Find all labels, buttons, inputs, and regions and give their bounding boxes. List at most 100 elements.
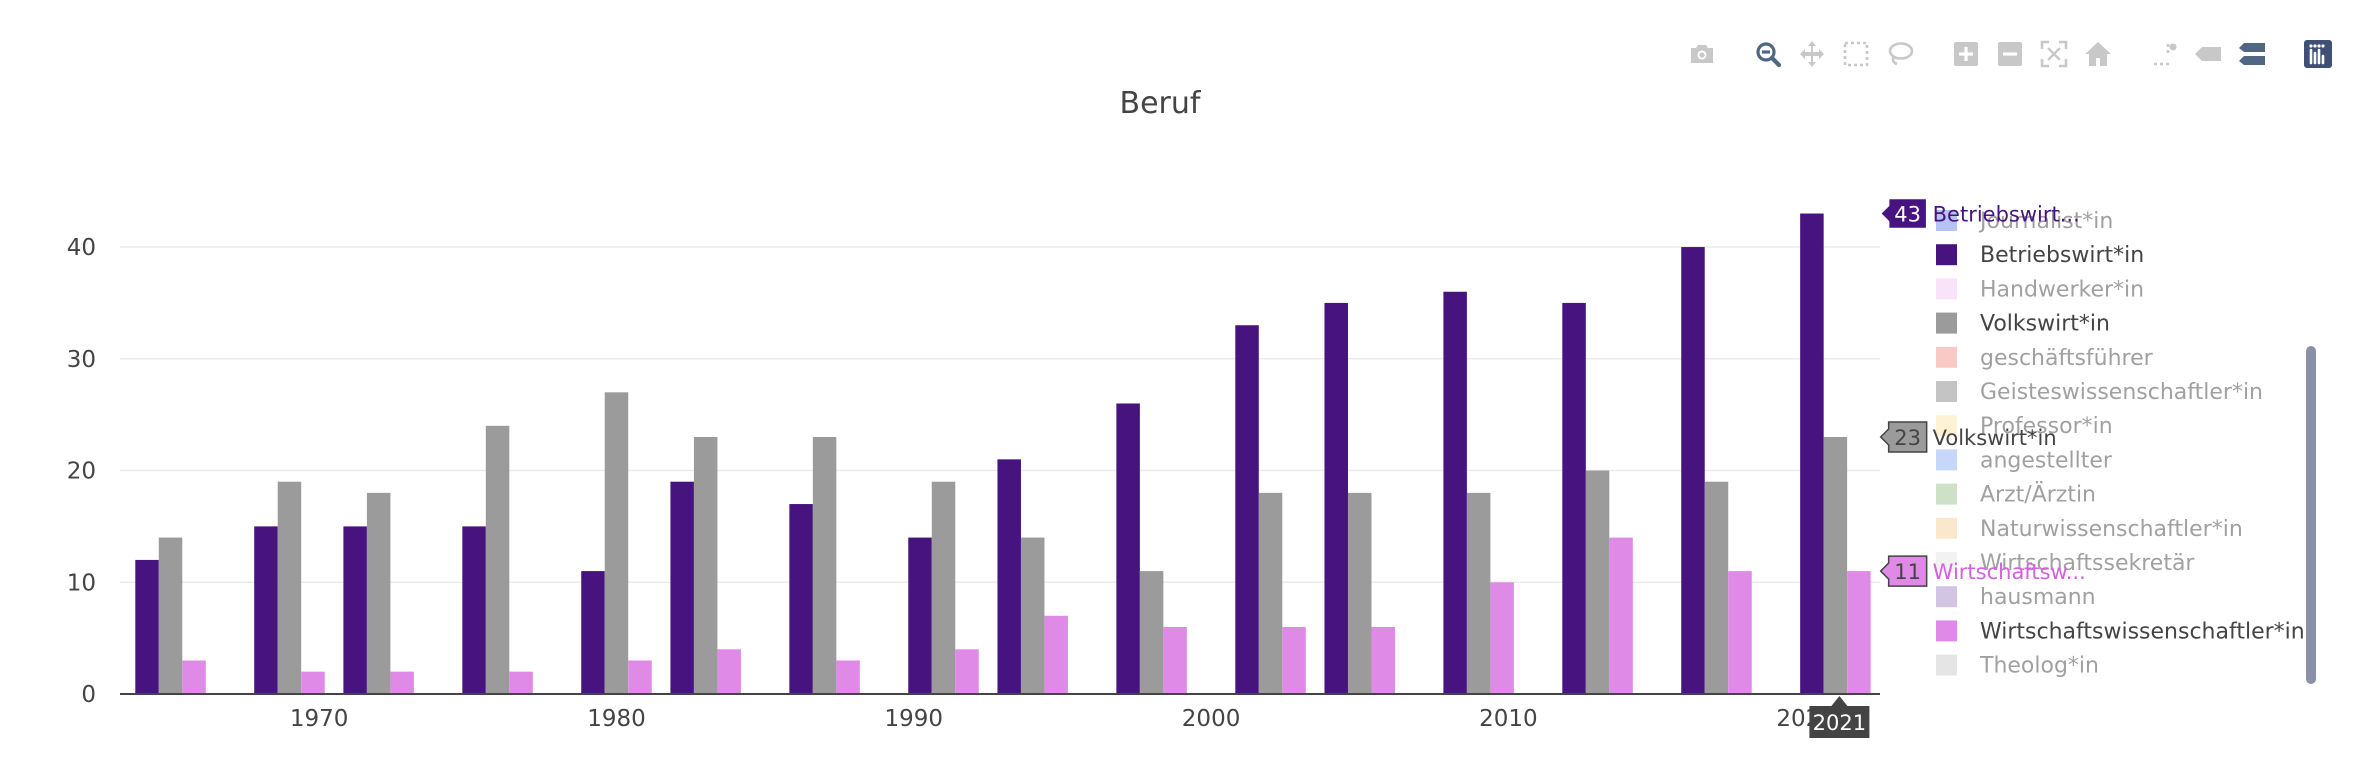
bar-volkswirt-in[interactable] [158, 537, 183, 694]
legend-label: Geisteswissenschaftler*in [1980, 380, 2263, 405]
bar-betriebswirt-in[interactable] [135, 559, 159, 694]
bar-betriebswirt-in[interactable] [789, 504, 813, 694]
legend[interactable]: Journalist*in Betriebswirt*in Handwerker*i… [1926, 180, 2346, 679]
bar-wirtschaftswissenschaftler-in[interactable] [836, 660, 860, 694]
bar-volkswirt-in[interactable] [1258, 492, 1283, 694]
bar-wirtschaftswissenschaftler-in[interactable] [390, 671, 414, 694]
legend-item-professor-in[interactable]: Professor*in [1936, 414, 2113, 439]
bar-wirtschaftswissenschaftler-in[interactable] [301, 671, 325, 694]
legend-item-naturwissenschaftler-in[interactable]: Naturwissenschaftler*in [1936, 517, 2243, 542]
spike-lines-icon[interactable] [2142, 36, 2186, 72]
bar-volkswirt-in[interactable] [1704, 481, 1729, 694]
bar-wirtschaftswissenschaftler-in[interactable] [955, 649, 979, 694]
legend-item-volkswirt-in[interactable]: Volkswirt*in [1936, 312, 2110, 337]
legend-item-journalist-in[interactable]: Journalist*in [1936, 209, 2113, 234]
bar-betriebswirt-in[interactable] [1562, 302, 1586, 694]
bar-betriebswirt-in[interactable] [1443, 291, 1467, 694]
legend-item-gesch-ftsf-hrer[interactable]: geschäftsführer [1936, 346, 2154, 371]
legend-item-arzt-rztin[interactable]: Arzt/Ärztin [1936, 482, 2096, 508]
plotly-logo-icon[interactable] [2296, 36, 2340, 72]
camera-icon[interactable] [1680, 36, 1724, 72]
legend-scrollbar[interactable] [2306, 346, 2316, 684]
hover-x-label: 2021 [1809, 696, 1870, 738]
bar-betriebswirt-in[interactable] [1681, 247, 1705, 695]
legend-item-geisteswissenschaftler-in[interactable]: Geisteswissenschaftler*in [1936, 380, 2263, 405]
bar-betriebswirt-in[interactable] [1324, 302, 1348, 694]
legend-swatch [1936, 415, 1957, 437]
bar-volkswirt-in[interactable] [366, 492, 391, 694]
lasso-select-icon[interactable] [1878, 36, 1922, 72]
bar-wirtschaftswissenschaftler-in[interactable] [1609, 537, 1633, 694]
bar-betriebswirt-in[interactable] [997, 459, 1021, 694]
hover-x-value: 2021 [1813, 711, 1866, 735]
bar-wirtschaftswissenschaftler-in[interactable] [1728, 571, 1752, 694]
bar-wirtschaftswissenschaftler-in[interactable] [628, 660, 652, 694]
bar-wirtschaftswissenschaftler-in[interactable] [1847, 571, 1871, 694]
bar-betriebswirt-in[interactable] [343, 526, 367, 694]
bars[interactable] [135, 213, 1871, 695]
modebar [1658, 36, 2340, 72]
zoom-icon[interactable] [1746, 36, 1790, 72]
bar-betriebswirt-in[interactable] [1800, 213, 1824, 695]
bar-betriebswirt-in[interactable] [254, 526, 278, 694]
bar-volkswirt-in[interactable] [277, 481, 302, 694]
legend-item-theolog-in[interactable]: Theolog*in [1936, 654, 2099, 679]
hover-name: Betriebswirt... [1933, 203, 2080, 227]
legend-swatch [1936, 654, 1957, 676]
x-tick-label: 1990 [885, 706, 944, 732]
legend-item-hausmann[interactable]: hausmann [1936, 585, 2096, 610]
bar-wirtschaftswissenschaftler-in[interactable] [1371, 626, 1395, 694]
bar-volkswirt-in[interactable] [812, 437, 837, 694]
pan-icon[interactable] [1790, 36, 1834, 72]
legend-item-wirtschaftswissenschaftler-in[interactable]: Wirtschaftswissenschaftler*in [1936, 619, 2305, 644]
bar-volkswirt-in[interactable] [931, 481, 956, 694]
bar-volkswirt-in[interactable] [604, 392, 629, 694]
hover-label-box [1879, 197, 1928, 230]
bar-volkswirt-in[interactable] [1585, 470, 1610, 694]
bar-volkswirt-in[interactable] [1139, 571, 1164, 694]
autoscale-icon[interactable] [2032, 36, 2076, 72]
bar-wirtschaftswissenschaftler-in[interactable] [1282, 626, 1306, 694]
legend-swatch [1936, 483, 1957, 505]
bar-wirtschaftswissenschaftler-in[interactable] [1163, 626, 1187, 694]
bar-wirtschaftswissenschaftler-in[interactable] [1490, 582, 1514, 694]
hover-closest-icon[interactable] [2186, 36, 2230, 72]
modebar-group [2296, 36, 2340, 72]
bar-wirtschaftswissenschaftler-in[interactable] [1044, 615, 1068, 694]
box-select-icon[interactable] [1834, 36, 1878, 72]
legend-swatch [1936, 381, 1957, 402]
zoom-in-icon[interactable] [1944, 36, 1988, 72]
hover-compare-icon[interactable] [2230, 36, 2274, 72]
hover-label: 11 Wirtschaftsw... [1879, 555, 2086, 587]
bar-betriebswirt-in[interactable] [670, 481, 694, 694]
bar-volkswirt-in[interactable] [1020, 537, 1045, 694]
bar-betriebswirt-in[interactable] [1116, 403, 1140, 694]
legend-label: Betriebswirt*in [1980, 243, 2144, 268]
legend-label: Theolog*in [1979, 654, 2099, 679]
bar-betriebswirt-in[interactable] [462, 526, 486, 694]
legend-item-handwerker-in[interactable]: Handwerker*in [1936, 277, 2144, 302]
bar-wirtschaftswissenschaftler-in[interactable] [509, 671, 533, 694]
bar-wirtschaftswissenschaftler-in[interactable] [717, 649, 741, 694]
modebar-group [1944, 36, 2120, 72]
bar-volkswirt-in[interactable] [1466, 492, 1491, 694]
zoom-out-icon[interactable] [1988, 36, 2032, 72]
bar-wirtschaftswissenschaftler-in[interactable] [182, 660, 206, 694]
legend-item-wirtschaftssekret-r[interactable]: Wirtschaftssekretär [1936, 551, 2195, 576]
bar-betriebswirt-in[interactable] [1235, 325, 1259, 694]
reset-axes-icon[interactable] [2076, 36, 2120, 72]
legend-label: Arzt/Ärztin [1980, 482, 2096, 508]
bar-volkswirt-in[interactable] [485, 425, 510, 694]
legend-item-betriebswirt-in[interactable]: Betriebswirt*in [1936, 243, 2144, 268]
bar-volkswirt-in[interactable] [1823, 437, 1848, 694]
bar-volkswirt-in[interactable] [1347, 492, 1372, 694]
bar-volkswirt-in[interactable] [693, 437, 718, 694]
bar-betriebswirt-in[interactable] [908, 537, 932, 694]
bar-betriebswirt-in[interactable] [581, 571, 605, 694]
hover-name: Wirtschaftsw... [1933, 560, 2086, 584]
hover-value: 23 [1894, 426, 1921, 450]
legend-label: hausmann [1980, 585, 2096, 610]
legend-item-angestellter[interactable]: angestellter [1936, 448, 2113, 473]
